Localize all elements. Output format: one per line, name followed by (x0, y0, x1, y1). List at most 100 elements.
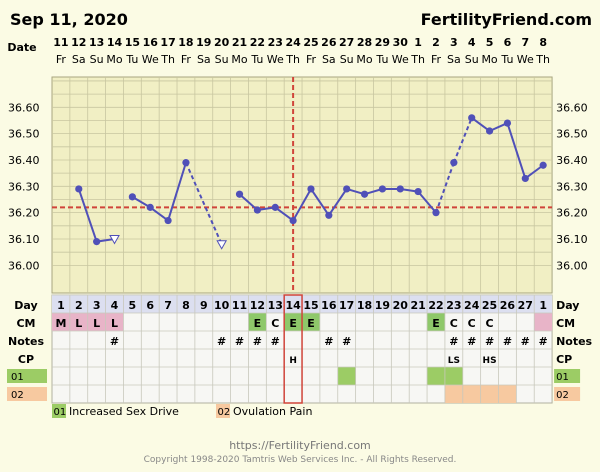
cycle-day: 20 (393, 299, 409, 312)
date-number: 3 (450, 36, 458, 49)
cycle-day: 1 (539, 299, 547, 312)
y-tick-label-right: 36.10 (556, 233, 588, 246)
date-number: 28 (357, 36, 372, 49)
cm-cell-fill (105, 313, 124, 331)
cycle-day: 17 (339, 299, 354, 312)
cm-value: E (432, 317, 440, 330)
cm-cell-fill (69, 313, 88, 331)
row02-cell-fill (480, 385, 499, 403)
row02-cell-fill (462, 385, 481, 403)
cycle-day: 16 (321, 299, 337, 312)
cycle-day: 15 (303, 299, 318, 312)
date-number: 8 (539, 36, 547, 49)
weekday-label: Th (410, 53, 425, 66)
cycle-day: 25 (482, 299, 497, 312)
y-tick-label-right: 36.00 (556, 259, 588, 272)
cm-cell-fill (427, 313, 445, 331)
cm-value: L (111, 317, 118, 330)
weekday-label: Fr (306, 53, 317, 66)
weekday-label: We (517, 53, 534, 66)
weekday-label: Fr (431, 53, 442, 66)
temperature-point (521, 174, 529, 183)
date-number: 22 (250, 36, 265, 49)
date-number: 18 (178, 36, 193, 49)
date-number: 1 (414, 36, 422, 49)
date-number: 6 (504, 36, 512, 49)
cm-value: M (55, 317, 66, 330)
cm-value: L (75, 317, 82, 330)
legend-label-02: Ovulation Pain (233, 405, 312, 418)
cycle-day: 8 (182, 299, 190, 312)
y-tick-label-left: 36.10 (8, 233, 40, 246)
cycle-day: 26 (500, 299, 516, 312)
cycle-day: 22 (428, 299, 443, 312)
cm-value: L (93, 317, 100, 330)
temperature-point (235, 190, 244, 198)
row-label-right-cp: CP (556, 353, 572, 366)
cycle-day: 24 (464, 299, 480, 312)
cycle-day: 6 (146, 299, 154, 312)
temperature-segment (149, 206, 169, 222)
weekday-label: Su (90, 53, 104, 66)
cm-cell-fill (87, 313, 106, 331)
note-marker: # (324, 335, 333, 348)
row-label-right-cm: CM (556, 317, 575, 330)
cp-value: H (289, 356, 297, 366)
temperature-segment (77, 188, 98, 242)
temperature-point (396, 185, 404, 193)
legend-swatch-01 (52, 404, 66, 418)
cycle-day: 21 (410, 299, 425, 312)
y-tick-label-left: 36.50 (8, 128, 40, 141)
temperature-point (414, 187, 422, 196)
note-marker: # (503, 335, 512, 348)
cm-value: C (486, 317, 494, 330)
date-number: 7 (521, 36, 529, 49)
cm-value: C (450, 317, 458, 330)
row-label-box-01 (7, 369, 47, 383)
weekday-label: Su (465, 53, 479, 66)
temperature-point (289, 216, 297, 225)
temperature-segment (292, 188, 312, 222)
row-label-right-day: Day (556, 299, 579, 312)
temperature-point (468, 114, 476, 122)
y-tick-label-right: 36.30 (556, 180, 588, 193)
cm-cell-fill (52, 313, 70, 331)
legend-label-01: Increased Sex Drive (69, 405, 179, 418)
weekday-label: Su (215, 53, 229, 66)
weekday-label: Tu (250, 53, 263, 66)
legend-code-02: 02 (218, 407, 231, 418)
footer-url[interactable]: https://FertilityFriend.com (229, 439, 371, 452)
weekday-label: We (267, 53, 284, 66)
y-tick-label-left: 36.20 (8, 207, 40, 220)
temperature-segment (417, 190, 437, 214)
brand-logo: FertilityFriend.com (421, 10, 592, 29)
cycle-day: 9 (200, 299, 208, 312)
cycle-day: 10 (214, 299, 230, 312)
date-number: 30 (393, 36, 409, 49)
row-label-01: 01 (11, 372, 24, 383)
temperature-point (378, 185, 387, 193)
temperature-point (343, 185, 351, 193)
row-label-cm: CM (16, 317, 35, 330)
date-number: 21 (232, 36, 247, 49)
y-tick-label-right: 36.20 (556, 207, 588, 220)
weekday-label: Sa (72, 53, 86, 66)
footer-copyright: Copyright 1998-2020 Tamtris Web Services… (144, 455, 457, 465)
cycle-day: 13 (268, 299, 283, 312)
date-row-label: Date (7, 41, 36, 54)
weekday-label: Mo (481, 53, 497, 66)
row-label-box-right-02 (554, 387, 581, 401)
note-marker: # (217, 335, 226, 348)
cp-value: LS (448, 356, 460, 366)
weekday-label: Tu (125, 53, 138, 66)
cm-cell-fill (302, 313, 320, 331)
weekday-label: Sa (322, 53, 336, 66)
date-number: 26 (321, 36, 337, 49)
cycle-day: 11 (232, 299, 247, 312)
row02-cell-fill (444, 385, 463, 403)
cycle-day: 27 (518, 299, 533, 312)
cm-value: E (307, 317, 315, 330)
weekday-label: Th (535, 53, 550, 66)
cycle-day: 14 (285, 299, 301, 312)
